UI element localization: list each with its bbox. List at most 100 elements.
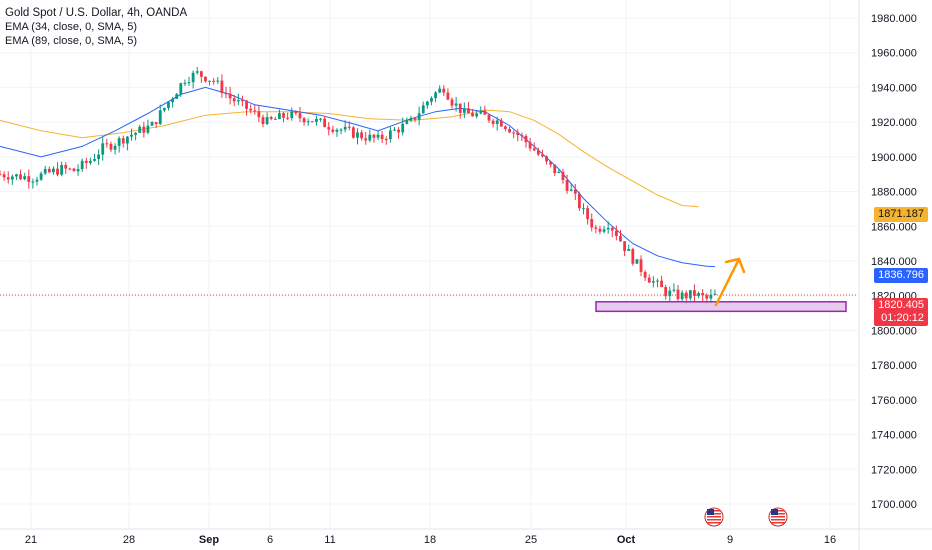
candle-body bbox=[553, 164, 557, 173]
candle-body bbox=[31, 181, 35, 183]
candle-body bbox=[446, 92, 450, 100]
candle-body bbox=[130, 134, 133, 137]
candle-body bbox=[610, 227, 614, 231]
time-tick-label: 9 bbox=[727, 534, 733, 546]
time-tick-label: Oct bbox=[617, 534, 636, 546]
candle-body bbox=[84, 160, 88, 163]
candle-body bbox=[401, 123, 405, 133]
candle-body bbox=[265, 117, 269, 125]
candle-body bbox=[6, 177, 10, 180]
candle-body bbox=[393, 129, 396, 131]
chart-legend: Gold Spot / U.S. Dollar, 4h, OANDA EMA (… bbox=[5, 6, 187, 48]
candle-body bbox=[27, 176, 31, 182]
candle-body bbox=[60, 165, 64, 175]
ema34-legend[interactable]: EMA (34, close, 0, SMA, 5) bbox=[5, 21, 138, 33]
candle-body bbox=[273, 118, 277, 120]
candle-body bbox=[319, 118, 322, 120]
candle-body bbox=[97, 154, 101, 160]
candle-body bbox=[167, 102, 170, 108]
us-flag-event-icon[interactable] bbox=[768, 507, 788, 527]
candle-body bbox=[688, 290, 692, 299]
candle-body bbox=[224, 93, 228, 95]
candle-body bbox=[68, 168, 72, 170]
candle-body bbox=[183, 82, 187, 84]
candle-body bbox=[643, 271, 647, 278]
projection-arrow-icon[interactable] bbox=[714, 259, 740, 307]
candle-body bbox=[306, 121, 310, 123]
candle-body bbox=[2, 174, 6, 178]
candle-body bbox=[651, 281, 655, 283]
candle-body bbox=[376, 134, 380, 138]
candle-body bbox=[302, 118, 306, 123]
candle-body bbox=[668, 290, 672, 297]
candle-body bbox=[656, 280, 659, 282]
candle-body bbox=[384, 139, 388, 141]
candle-body bbox=[204, 76, 207, 82]
candle-body bbox=[56, 168, 59, 175]
candle-body bbox=[639, 259, 643, 272]
ema89-legend[interactable]: EMA (89, close, 0, SMA, 5) bbox=[5, 35, 138, 47]
candle-body bbox=[425, 101, 429, 106]
candle-body bbox=[19, 174, 22, 180]
candle-body bbox=[520, 135, 524, 137]
candle-body bbox=[298, 113, 302, 119]
candle-body bbox=[487, 114, 491, 121]
candle-body bbox=[693, 290, 696, 296]
time-tick-label: 18 bbox=[424, 534, 436, 546]
candle-body bbox=[76, 169, 80, 172]
candle-body bbox=[125, 136, 129, 144]
time-tick-label: 16 bbox=[824, 534, 836, 546]
candle-body bbox=[713, 293, 717, 295]
candle-body bbox=[23, 176, 27, 180]
candle-body bbox=[417, 113, 421, 120]
candle-body bbox=[113, 145, 117, 150]
candle-body bbox=[380, 134, 384, 140]
candle-body bbox=[475, 113, 479, 117]
candle-body bbox=[598, 228, 602, 232]
symbol-title[interactable]: Gold Spot / U.S. Dollar, 4h, OANDA bbox=[5, 7, 188, 19]
candle-body bbox=[150, 122, 154, 126]
candle-body bbox=[438, 88, 442, 93]
candle-body bbox=[146, 125, 150, 133]
candle-body bbox=[479, 110, 483, 114]
candle-body bbox=[388, 130, 392, 140]
candle-body bbox=[0, 174, 2, 176]
candle-body bbox=[15, 174, 18, 177]
candle-body bbox=[64, 165, 68, 169]
price-tick-label: 1800.000 bbox=[871, 325, 917, 337]
candle-body bbox=[216, 80, 220, 82]
candle-body bbox=[232, 98, 236, 102]
candle-body bbox=[43, 168, 47, 174]
price-tick-label: 1880.000 bbox=[871, 187, 917, 199]
candle-body bbox=[467, 108, 470, 114]
candle-body bbox=[577, 193, 581, 209]
candle-body bbox=[199, 71, 203, 77]
us-flag-event-icon[interactable] bbox=[704, 507, 724, 527]
candle-body bbox=[582, 208, 585, 210]
candle-body bbox=[528, 142, 532, 149]
candle-body bbox=[212, 80, 216, 82]
candle-body bbox=[323, 118, 327, 128]
candle-body bbox=[516, 132, 520, 136]
candle-body bbox=[565, 180, 569, 191]
arrow-head-icon bbox=[724, 257, 746, 274]
candle-body bbox=[101, 143, 105, 155]
candle-body bbox=[627, 249, 631, 251]
candle-body bbox=[179, 83, 183, 95]
candle-body bbox=[701, 293, 705, 296]
candle-body bbox=[614, 230, 618, 236]
support-zone-box[interactable] bbox=[595, 301, 847, 313]
candle-body bbox=[557, 171, 561, 173]
candle-body bbox=[364, 138, 368, 141]
price-tick-label: 1740.000 bbox=[871, 430, 917, 442]
candle-body bbox=[541, 154, 544, 157]
candle-body bbox=[405, 120, 409, 124]
candle-body bbox=[545, 156, 548, 162]
candle-body bbox=[409, 118, 413, 121]
candle-body bbox=[241, 100, 244, 102]
candle-body bbox=[35, 179, 39, 182]
price-tick-label: 1780.000 bbox=[871, 360, 917, 372]
candle-body bbox=[635, 259, 639, 264]
